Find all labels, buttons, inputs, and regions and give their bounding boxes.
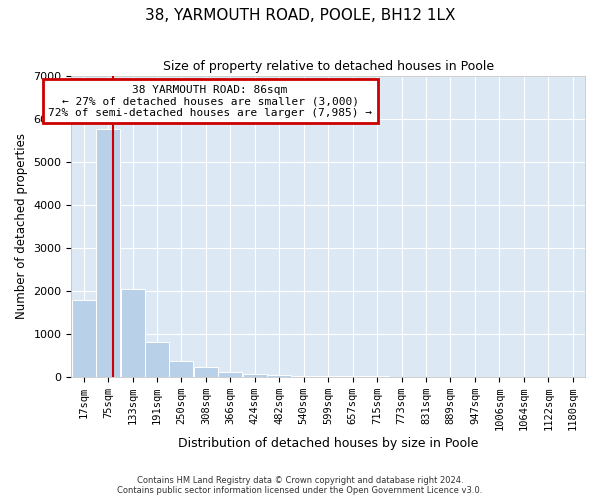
Bar bbox=[121, 289, 145, 376]
Bar bbox=[169, 361, 193, 376]
Bar bbox=[218, 372, 242, 376]
Bar bbox=[96, 129, 120, 376]
Y-axis label: Number of detached properties: Number of detached properties bbox=[15, 133, 28, 319]
Title: Size of property relative to detached houses in Poole: Size of property relative to detached ho… bbox=[163, 60, 494, 73]
Text: 38 YARMOUTH ROAD: 86sqm
← 27% of detached houses are smaller (3,000)
72% of semi: 38 YARMOUTH ROAD: 86sqm ← 27% of detache… bbox=[48, 84, 372, 118]
Text: Contains HM Land Registry data © Crown copyright and database right 2024.
Contai: Contains HM Land Registry data © Crown c… bbox=[118, 476, 482, 495]
X-axis label: Distribution of detached houses by size in Poole: Distribution of detached houses by size … bbox=[178, 437, 478, 450]
Bar bbox=[145, 342, 169, 376]
Bar bbox=[71, 300, 95, 376]
Text: 38, YARMOUTH ROAD, POOLE, BH12 1LX: 38, YARMOUTH ROAD, POOLE, BH12 1LX bbox=[145, 8, 455, 22]
Bar bbox=[243, 374, 267, 376]
Bar bbox=[194, 367, 218, 376]
